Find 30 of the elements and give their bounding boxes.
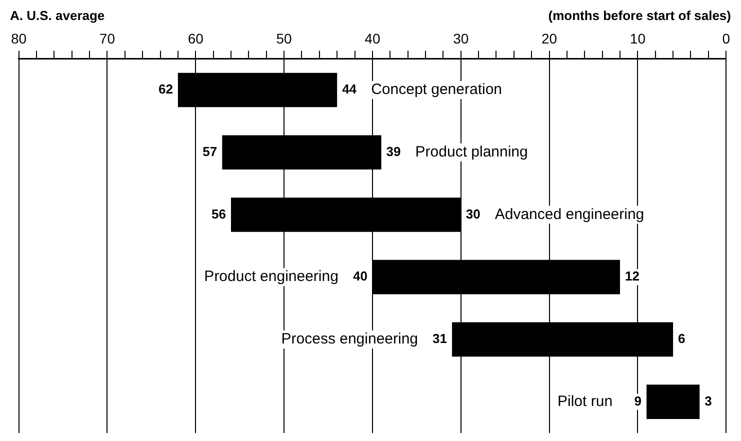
y-tick-label: Pilot run (558, 392, 613, 410)
annotation: 31 (432, 331, 448, 346)
x-tick-label: 70 (99, 30, 116, 46)
y-tick-label: Product planning (415, 143, 528, 160)
annotation: 3 (704, 393, 712, 408)
chart-title: A. U.S. average (10, 8, 105, 24)
annotation: 56 (212, 206, 226, 222)
x-tick-label: 80 (10, 30, 27, 46)
annotation: 62 (158, 82, 173, 97)
x-tick-label: 0 (722, 30, 730, 46)
x-tick-label: 30 (453, 30, 469, 46)
x-tick-label: 40 (364, 30, 380, 46)
x-tick-label: 60 (188, 30, 204, 46)
bar (646, 384, 700, 419)
annotation: 39 (386, 144, 401, 159)
annotation: 40 (352, 268, 368, 284)
y-tick-label: Product engineering (204, 268, 338, 286)
annotation: 9 (634, 393, 642, 408)
annotation: 30 (466, 206, 480, 222)
x-axis-title: (months before start of sales) (548, 8, 731, 24)
annotation: 44 (342, 82, 358, 97)
annotation: 12 (625, 268, 640, 284)
x-tick-label: 20 (541, 30, 558, 46)
annotation: 57 (202, 144, 218, 159)
annotation: 6 (678, 331, 686, 346)
y-tick-label: Process engineering (281, 330, 418, 348)
x-tick-label: 50 (276, 30, 292, 46)
y-tick-label: Concept generation (371, 81, 502, 98)
y-tick-label: Advanced engineering (494, 206, 644, 223)
x-tick-label: 10 (630, 30, 646, 46)
